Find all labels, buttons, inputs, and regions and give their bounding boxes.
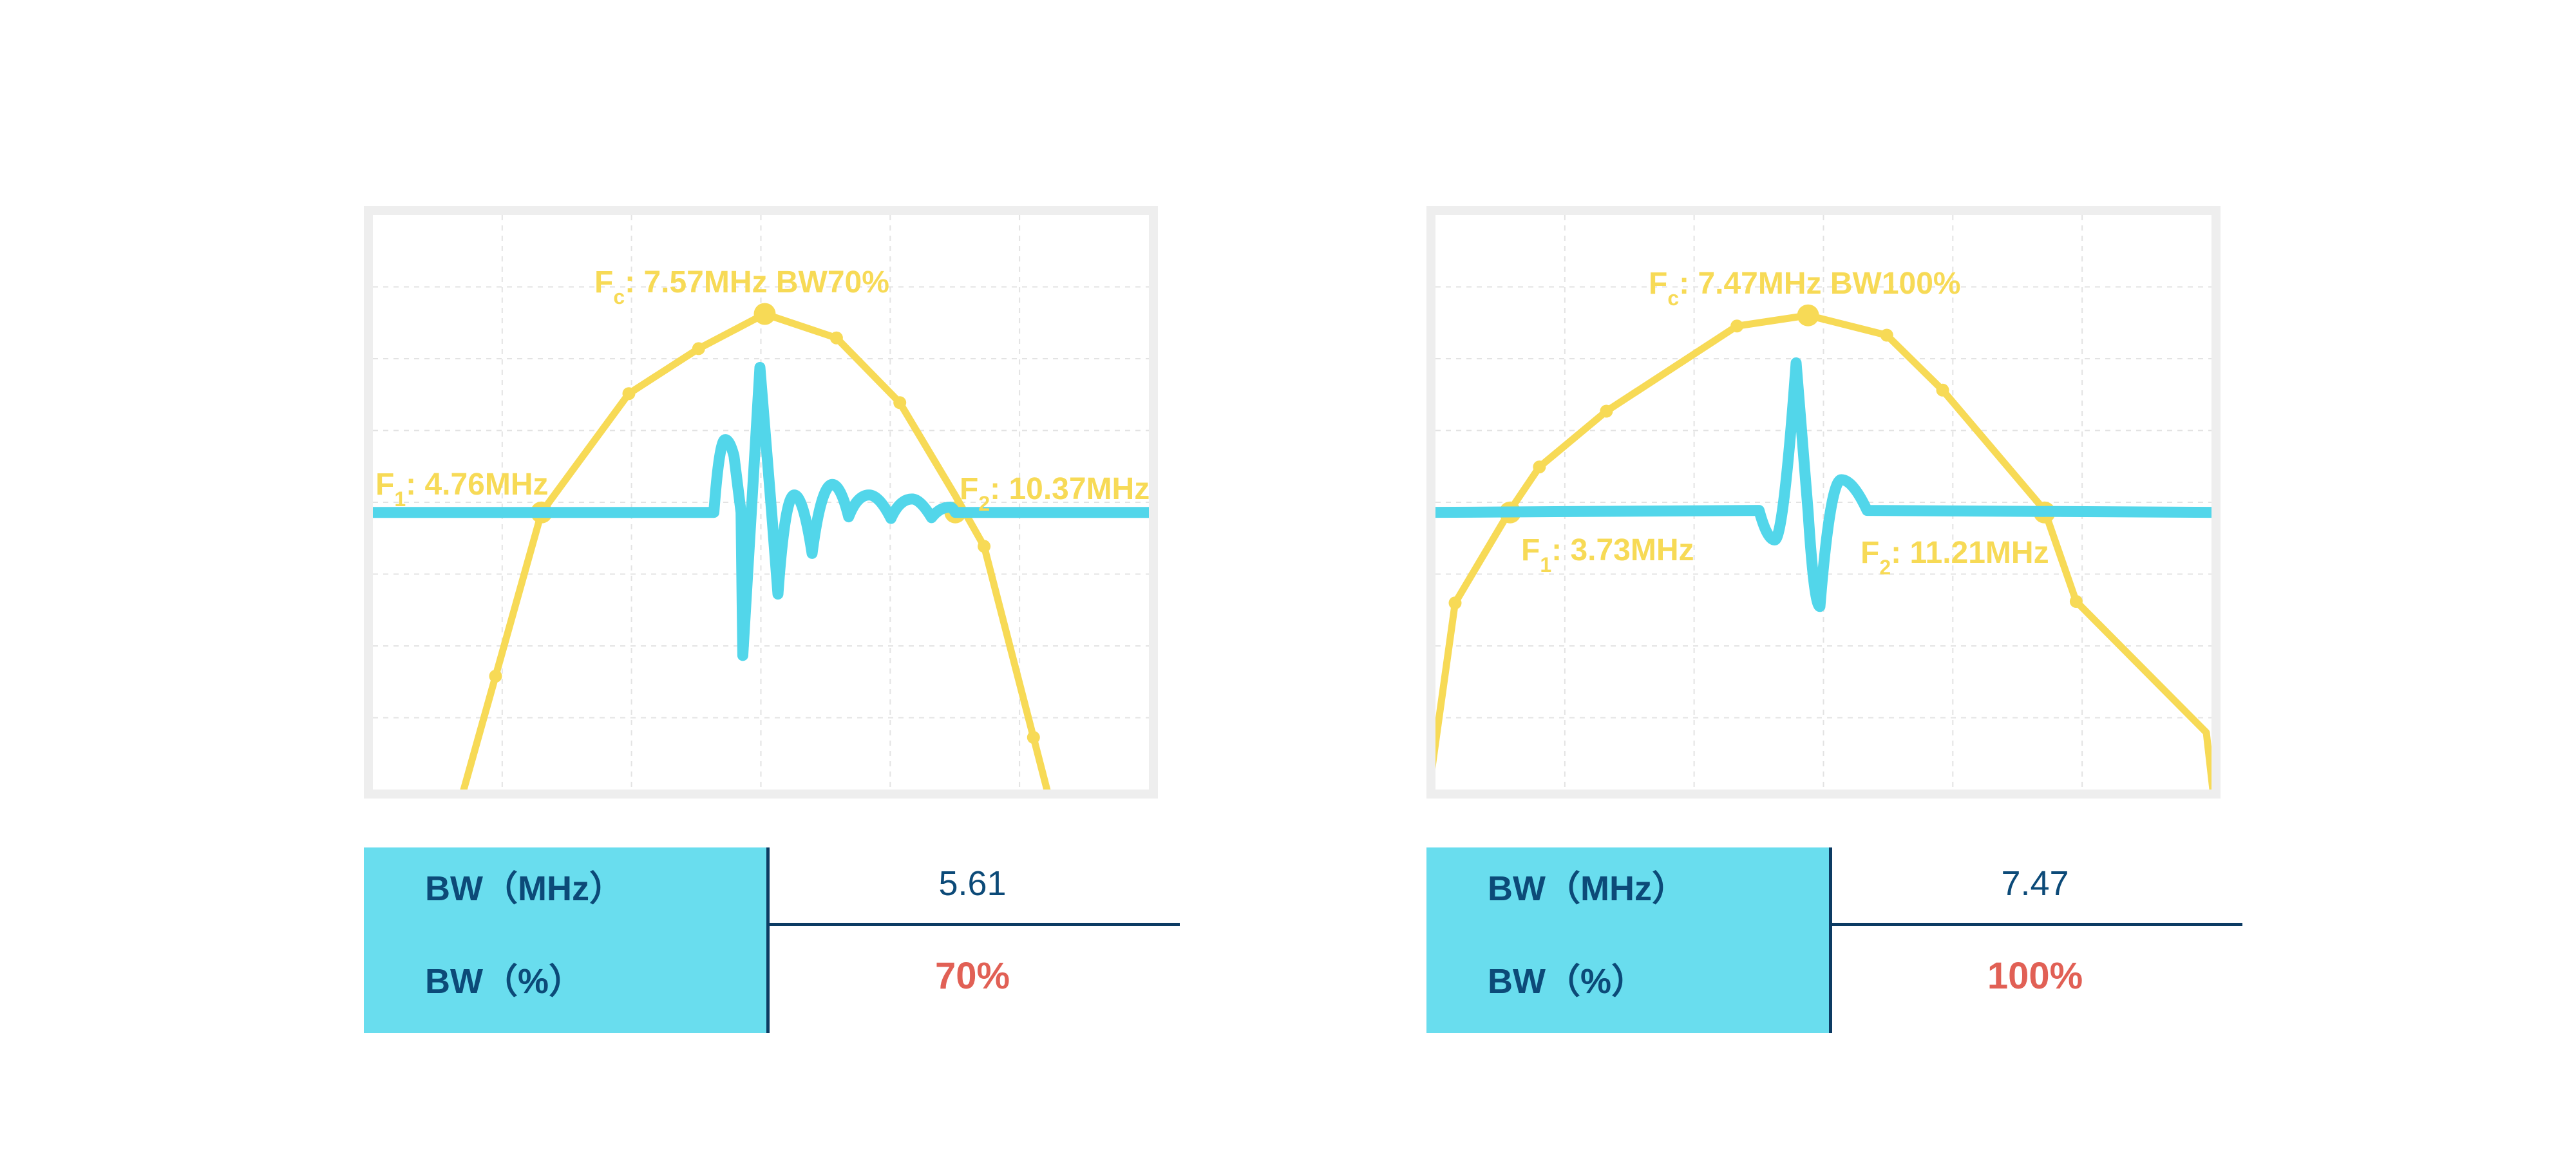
svg-text:F1: 4.76MHz: F1: 4.76MHz [375, 468, 549, 511]
svg-text:F1: 3.73MHz: F1: 3.73MHz [1521, 533, 1694, 576]
svg-text:Fc: 7.47MHz BW100%: Fc: 7.47MHz BW100% [1649, 267, 1961, 310]
svg-text:F2: 11.21MHz: F2: 11.21MHz [1861, 536, 2049, 579]
svg-text:Fc: 7.57MHz BW70%: Fc: 7.57MHz BW70% [594, 265, 889, 308]
